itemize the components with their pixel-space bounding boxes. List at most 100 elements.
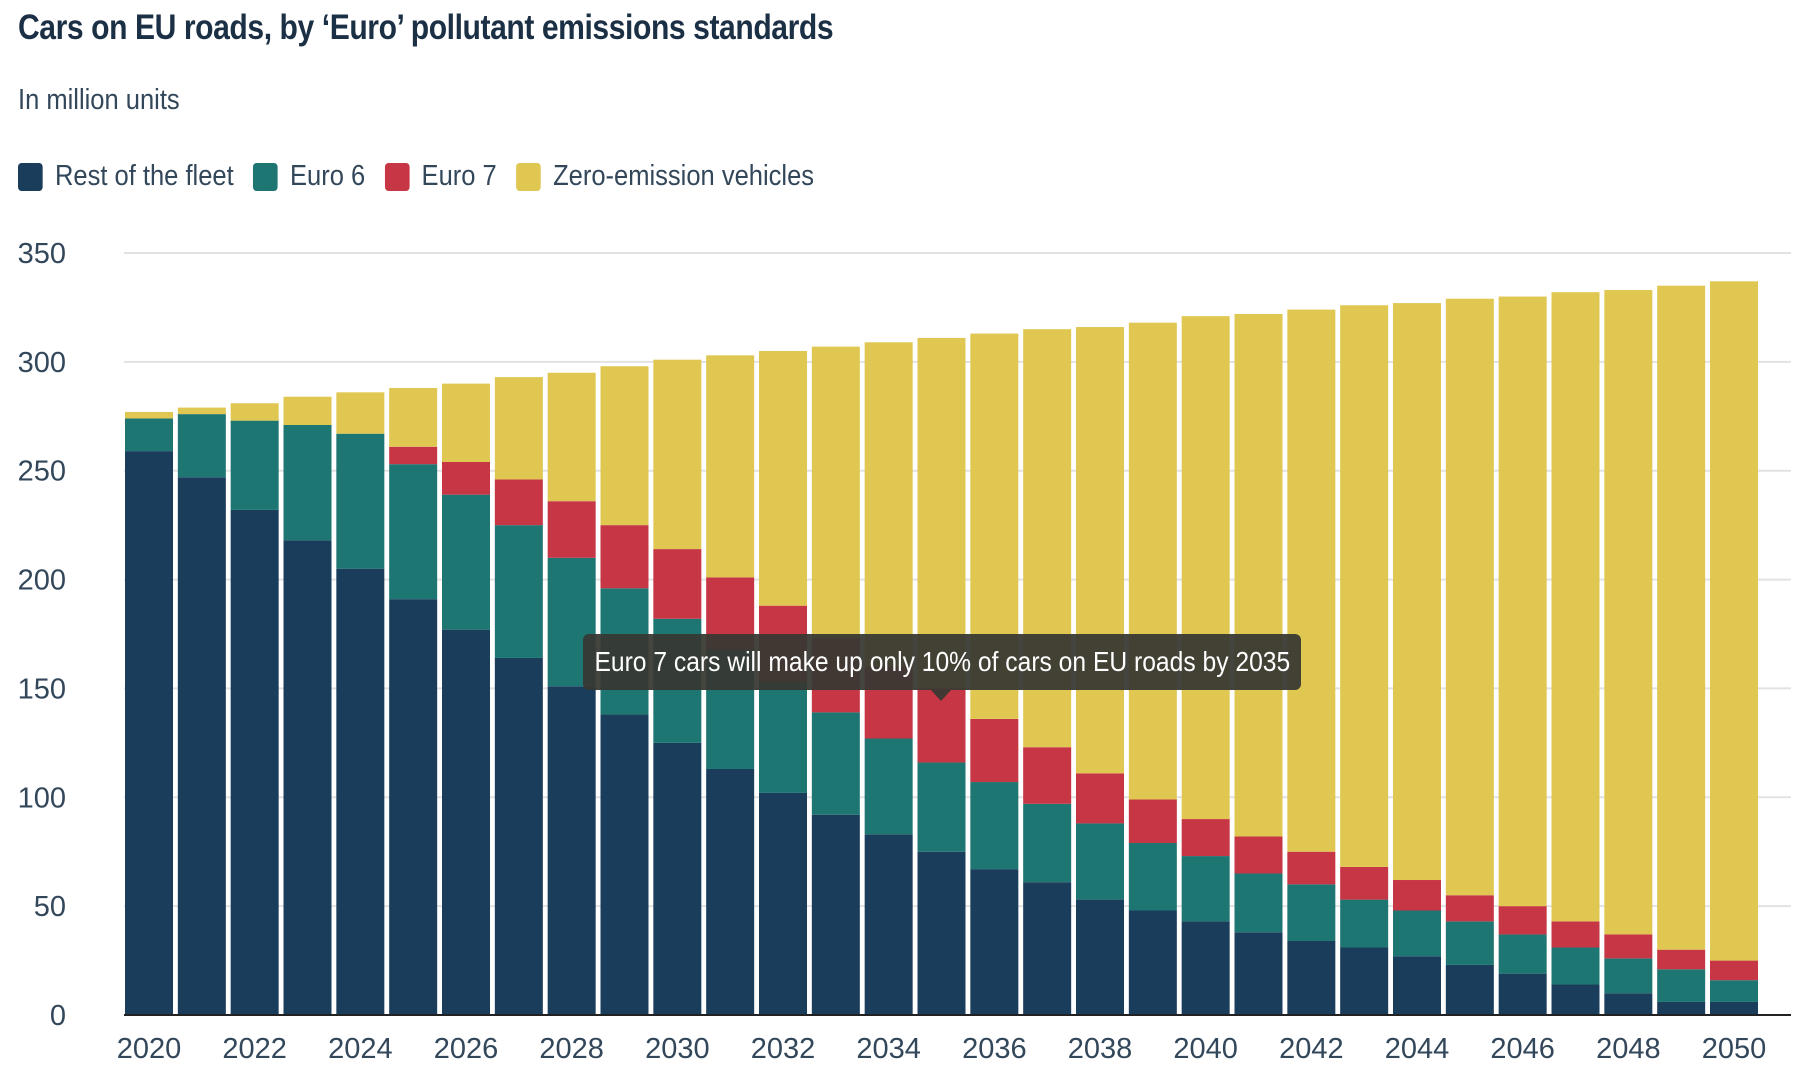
bar-segment-zero-emission-vehicles-2030 [653,359,702,550]
bar-segment-euro-7-2028 [547,501,596,558]
bar-segment-zero-emission-vehicles-2043 [1340,305,1389,867]
bar-segment-zero-emission-vehicles-2020 [125,411,173,419]
bar-segment-rest-of-the-fleet-2020 [125,451,173,1015]
bar-segment-rest-of-the-fleet-2027 [494,657,543,1015]
bar-segment-euro-7-2039 [1128,799,1177,844]
y-tick-label: 250 [18,456,66,488]
bar-segment-euro-6-2040 [1181,856,1230,922]
bar-segment-zero-emission-vehicles-2035 [917,337,966,689]
bar-segment-euro-7-2041 [1234,836,1283,874]
y-tick-label: 100 [18,782,66,814]
bar-segment-euro-6-2024 [336,433,385,569]
bar-segment-zero-emission-vehicles-2025 [389,387,438,447]
legend-item-euro7[interactable]: Euro 7 [384,160,497,193]
tooltip-arrow [931,690,951,701]
x-tick-label: 2020 [117,1033,182,1065]
bar-segment-zero-emission-vehicles-2021 [177,407,226,415]
bar-segment-zero-emission-vehicles-2033 [811,346,860,639]
bar-segment-euro-6-2047 [1551,947,1600,985]
legend-label: Euro 7 [421,160,497,192]
bar-segment-rest-of-the-fleet-2048 [1604,993,1653,1015]
annotation-tooltip: Euro 7 cars will make up only 10% of car… [583,634,1301,690]
x-tick-label: 2044 [1385,1033,1450,1065]
bar-segment-euro-6-2035 [917,762,966,852]
bar-segment-euro-6-2041 [1234,873,1283,933]
bar-segment-euro-7-2049 [1657,949,1706,970]
bar-segment-rest-of-the-fleet-2028 [547,686,596,1015]
bar-segment-zero-emission-vehicles-2024 [336,392,385,434]
bar-segment-euro-6-2033 [811,712,860,815]
bar-segment-euro-7-2026 [442,462,490,495]
bar-segment-euro-6-2039 [1128,843,1177,911]
bar-segment-rest-of-the-fleet-2024 [336,568,385,1015]
bar-segment-rest-of-the-fleet-2036 [970,869,1019,1015]
bar-segment-euro-7-2048 [1604,934,1653,959]
x-tick-label: 2030 [645,1033,710,1065]
bar-segment-zero-emission-vehicles-2027 [494,377,543,480]
legend-label: Zero-emission vehicles [553,160,815,192]
bar-segment-euro-6-2023 [283,424,332,541]
bar-segment-rest-of-the-fleet-2025 [389,599,438,1015]
bar-segment-rest-of-the-fleet-2030 [653,742,702,1015]
x-tick-label: 2042 [1279,1033,1344,1065]
x-tick-label: 2048 [1596,1033,1661,1065]
legend-item-euro6[interactable]: Euro 6 [253,160,365,193]
bar-segment-rest-of-the-fleet-2041 [1234,932,1283,1015]
bar-segment-rest-of-the-fleet-2029 [600,714,649,1015]
bar-segment-euro-7-2037 [1023,747,1072,804]
chart-subtitle: In million units [18,84,180,116]
bar-segment-euro-7-2045 [1445,895,1494,922]
bar-segment-zero-emission-vehicles-2045 [1445,298,1494,896]
bar-segment-euro-6-2050 [1710,980,1758,1002]
legend-item-rest[interactable]: Rest of the fleet [18,160,234,193]
x-tick-label: 2034 [856,1033,921,1065]
legend: Rest of the fleet Euro 6 Euro 7 Zero-emi… [18,160,814,193]
x-tick-label: 2026 [434,1033,499,1065]
legend-item-zev[interactable]: Zero-emission vehicles [516,160,814,193]
legend-swatch [384,162,410,191]
legend-label: Rest of the fleet [54,160,234,192]
bar-segment-zero-emission-vehicles-2022 [230,403,279,421]
bar-segment-euro-7-2036 [970,718,1019,783]
bar-segment-euro-6-2042 [1287,884,1336,941]
bar-segment-euro-6-2049 [1657,969,1706,1002]
bar-segment-zero-emission-vehicles-2034 [864,342,913,667]
x-tick-label: 2028 [539,1033,604,1065]
bar-segment-euro-6-2020 [125,418,173,452]
bar-segment-rest-of-the-fleet-2033 [811,814,860,1015]
bar-segment-rest-of-the-fleet-2046 [1498,973,1547,1015]
bar-segment-zero-emission-vehicles-2031 [706,355,755,578]
bar-segment-zero-emission-vehicles-2023 [283,396,332,425]
bar-segment-rest-of-the-fleet-2042 [1287,940,1336,1015]
bar-segment-zero-emission-vehicles-2047 [1551,292,1600,922]
bar-segment-euro-6-2022 [230,420,279,510]
bar-segment-rest-of-the-fleet-2023 [283,540,332,1015]
bar-segment-zero-emission-vehicles-2041 [1234,313,1283,837]
bar-segment-euro-6-2034 [864,738,913,835]
x-tick-label: 2036 [962,1033,1027,1065]
bar-segment-zero-emission-vehicles-2044 [1393,303,1441,881]
y-tick-label: 0 [50,1000,66,1032]
y-tick-label: 200 [18,565,66,597]
bar-segment-euro-6-2038 [1076,823,1124,900]
bar-segment-euro-7-2025 [389,446,438,465]
bar-segment-rest-of-the-fleet-2045 [1445,964,1494,1015]
bar-segment-euro-6-2026 [442,494,490,630]
legend-label: Euro 6 [290,160,366,192]
bar-segment-zero-emission-vehicles-2039 [1128,322,1177,800]
bar-segment-zero-emission-vehicles-2040 [1181,316,1230,820]
bar-segment-euro-6-2037 [1023,803,1072,883]
bar-segment-rest-of-the-fleet-2022 [230,509,279,1015]
bar-segment-euro-7-2040 [1181,819,1230,857]
bar-segment-rest-of-the-fleet-2037 [1023,882,1072,1015]
y-tick-label: 350 [18,238,66,270]
bar-segment-rest-of-the-fleet-2034 [864,834,913,1015]
annotation-text: Euro 7 cars will make up only 10% of car… [594,646,1290,677]
bar-segment-euro-7-2038 [1076,773,1124,824]
bar-segment-euro-7-2029 [600,525,649,589]
chart-title: Cars on EU roads, by ‘Euro’ pollutant em… [18,8,834,47]
legend-swatch [253,162,278,191]
bar-segment-zero-emission-vehicles-2049 [1657,285,1706,950]
x-tick-label: 2022 [222,1033,287,1065]
